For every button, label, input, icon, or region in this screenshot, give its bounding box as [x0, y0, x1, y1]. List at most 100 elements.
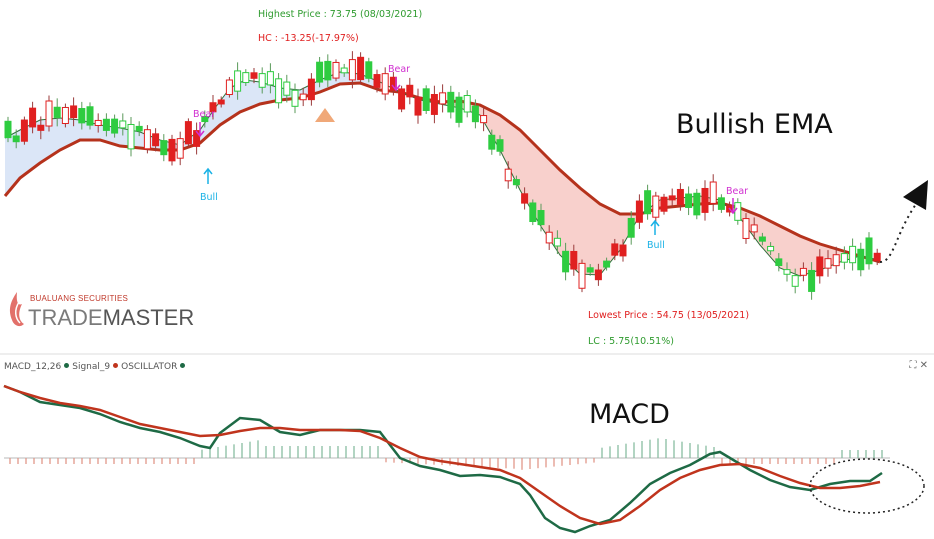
macd-legend: MACD_12,26 Signal_9 OSCILLATOR — [4, 362, 188, 372]
bear-arrow-icon — [195, 122, 205, 138]
candle-body — [578, 262, 586, 289]
candle-body — [644, 190, 652, 215]
candle-body — [758, 236, 766, 242]
candle-body — [217, 99, 225, 105]
lc-label: LC : 5.75(10.51%) — [588, 336, 674, 347]
candle-body — [422, 88, 430, 111]
candle-body — [676, 188, 684, 205]
legend-macd-swatch — [64, 363, 70, 368]
candle-body — [250, 72, 258, 79]
candle-body — [143, 129, 151, 150]
candle-body — [742, 218, 750, 239]
arrow-head-icon — [903, 180, 928, 210]
candle-body — [102, 118, 110, 131]
candle-body — [332, 61, 340, 79]
candle-body — [45, 100, 53, 127]
candle-body — [348, 59, 356, 81]
bear-arrow-icon — [728, 198, 738, 215]
candle-body — [37, 124, 45, 131]
candle-body — [619, 244, 627, 257]
brand-subtitle: BUALUANG SECURITIES — [30, 294, 129, 303]
bear-signal-label: Bear — [193, 109, 215, 120]
bull-arrow-icon — [203, 167, 213, 184]
candle-body — [53, 106, 61, 118]
panel-controls[interactable]: ⛶ ✕ — [909, 360, 928, 371]
candle-body — [586, 267, 594, 273]
candle-body — [70, 105, 78, 119]
candle-body — [553, 237, 561, 247]
candle-body — [225, 79, 233, 96]
macd-highlight-ellipse — [809, 458, 925, 514]
candle-body — [414, 96, 422, 116]
candle-body — [381, 73, 389, 95]
candle-body — [12, 135, 20, 143]
candle-body — [430, 94, 438, 115]
candle-body — [512, 179, 520, 186]
bear-signal-label: Bear — [388, 64, 410, 75]
macd-callout: MACD — [589, 399, 670, 430]
macd-line — [3, 384, 883, 534]
candle-body — [808, 269, 816, 292]
candle-body — [234, 70, 242, 92]
bear-arrow-icon — [391, 77, 401, 92]
candle-body — [176, 138, 184, 159]
candle-body — [562, 250, 570, 273]
legend-signal-swatch — [113, 363, 119, 368]
candle-body — [701, 187, 709, 213]
candle-body — [594, 269, 602, 281]
candle-body — [283, 81, 291, 96]
brand-title: TRADEMASTER — [28, 305, 194, 331]
candle-body — [291, 89, 299, 107]
brand-trade: TRADE — [28, 305, 103, 330]
candle-body — [824, 258, 832, 269]
candle-body — [791, 275, 799, 287]
candle-body — [570, 250, 578, 270]
candle-body — [184, 121, 192, 145]
candle-body — [865, 237, 873, 265]
candle-body — [324, 60, 332, 81]
candle-body — [316, 61, 324, 83]
highest-price-label: Highest Price : 73.75 (08/03/2021) — [258, 9, 422, 20]
candle-body — [840, 253, 848, 263]
candle-body — [20, 119, 28, 142]
candle-body — [275, 78, 283, 104]
candle-body — [521, 193, 529, 204]
candle-body — [455, 96, 463, 123]
candle-body — [439, 92, 447, 105]
candle-body — [307, 78, 315, 101]
candle-body — [340, 67, 348, 74]
bull-signal-label: Bull — [200, 192, 218, 203]
candle-body — [447, 91, 455, 113]
legend-oscillator: OSCILLATOR — [121, 362, 178, 372]
candle-body — [4, 120, 12, 139]
candle-body — [767, 245, 775, 252]
candle-body — [119, 120, 127, 129]
candlestick-series — [4, 51, 881, 300]
candle-body — [504, 168, 512, 182]
candle-body — [873, 252, 881, 262]
candle-body — [685, 193, 693, 208]
signal-line — [3, 384, 881, 526]
candle-body — [168, 138, 176, 162]
candle-body — [127, 123, 135, 150]
candle-body — [783, 269, 791, 275]
flame-logo-icon — [9, 292, 24, 327]
candle-body — [242, 72, 250, 84]
candle-body — [693, 192, 701, 216]
candle-body — [537, 210, 545, 226]
dotted-trend-arrow — [879, 195, 923, 263]
candle-body — [398, 88, 406, 110]
ema-fill-bull — [5, 72, 380, 196]
candle-body — [799, 267, 807, 276]
candle-body — [611, 243, 619, 256]
legend-macd: MACD_12,26 — [4, 362, 62, 372]
candle-body — [111, 118, 119, 134]
candle-body — [365, 61, 373, 79]
trademaster-logo: BUALUANG SECURITIES TRADEMASTER — [6, 288, 194, 338]
candle-body — [734, 202, 742, 221]
candle-body — [406, 84, 414, 98]
bull-signal-label: Bull — [647, 240, 665, 251]
candle-body — [668, 195, 676, 201]
candle-body — [652, 195, 660, 218]
bullish-ema-callout: Bullish EMA — [676, 109, 833, 140]
